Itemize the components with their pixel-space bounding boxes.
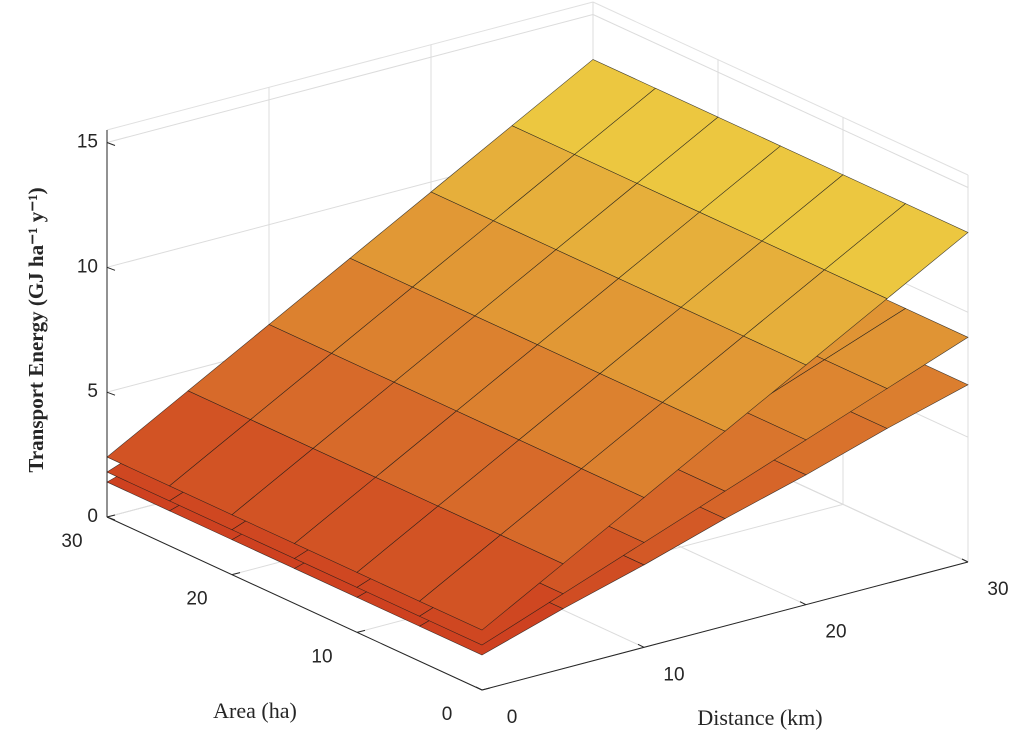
- y-tick-label: 30: [61, 531, 82, 552]
- z-axis-label: Transport Energy (GJ ha⁻¹ y⁻¹): [24, 187, 48, 472]
- y-axis: [106, 516, 483, 691]
- y-tick: [356, 629, 366, 633]
- y-tick-label: 0: [442, 704, 453, 725]
- x-tick-label: 30: [987, 579, 1008, 600]
- x-tick-label: 10: [663, 664, 684, 685]
- x-axis-label: Distance (km): [697, 705, 822, 730]
- y-tick: [231, 572, 241, 576]
- x-tick: [961, 558, 969, 563]
- surface-cell: [418, 534, 564, 631]
- box-edge: [592, 1, 969, 176]
- grid-line: [592, 14, 969, 188]
- x-tick: [637, 643, 645, 648]
- y-tick: [106, 514, 116, 518]
- x-tick-label: 20: [825, 622, 846, 643]
- y-tick-label: 20: [186, 589, 207, 610]
- x-tick: [475, 686, 483, 691]
- y-tick: [481, 687, 491, 691]
- y-axis-label: Area (ha): [213, 698, 297, 723]
- z-tick: [106, 142, 116, 146]
- z-tick-label: 15: [77, 131, 98, 152]
- x-tick-label: 0: [507, 707, 518, 728]
- box-edge: [106, 1, 594, 131]
- z-tick: [106, 516, 116, 521]
- z-tick-label: 5: [87, 381, 98, 402]
- z-tick: [106, 391, 116, 396]
- x-axis: [481, 561, 969, 691]
- z-tick: [106, 266, 116, 271]
- x-tick: [799, 601, 807, 606]
- z-tick-label: 10: [77, 256, 98, 277]
- z-tick-label: 0: [87, 506, 98, 527]
- grid-line: [106, 14, 594, 143]
- y-tick-label: 10: [311, 646, 332, 667]
